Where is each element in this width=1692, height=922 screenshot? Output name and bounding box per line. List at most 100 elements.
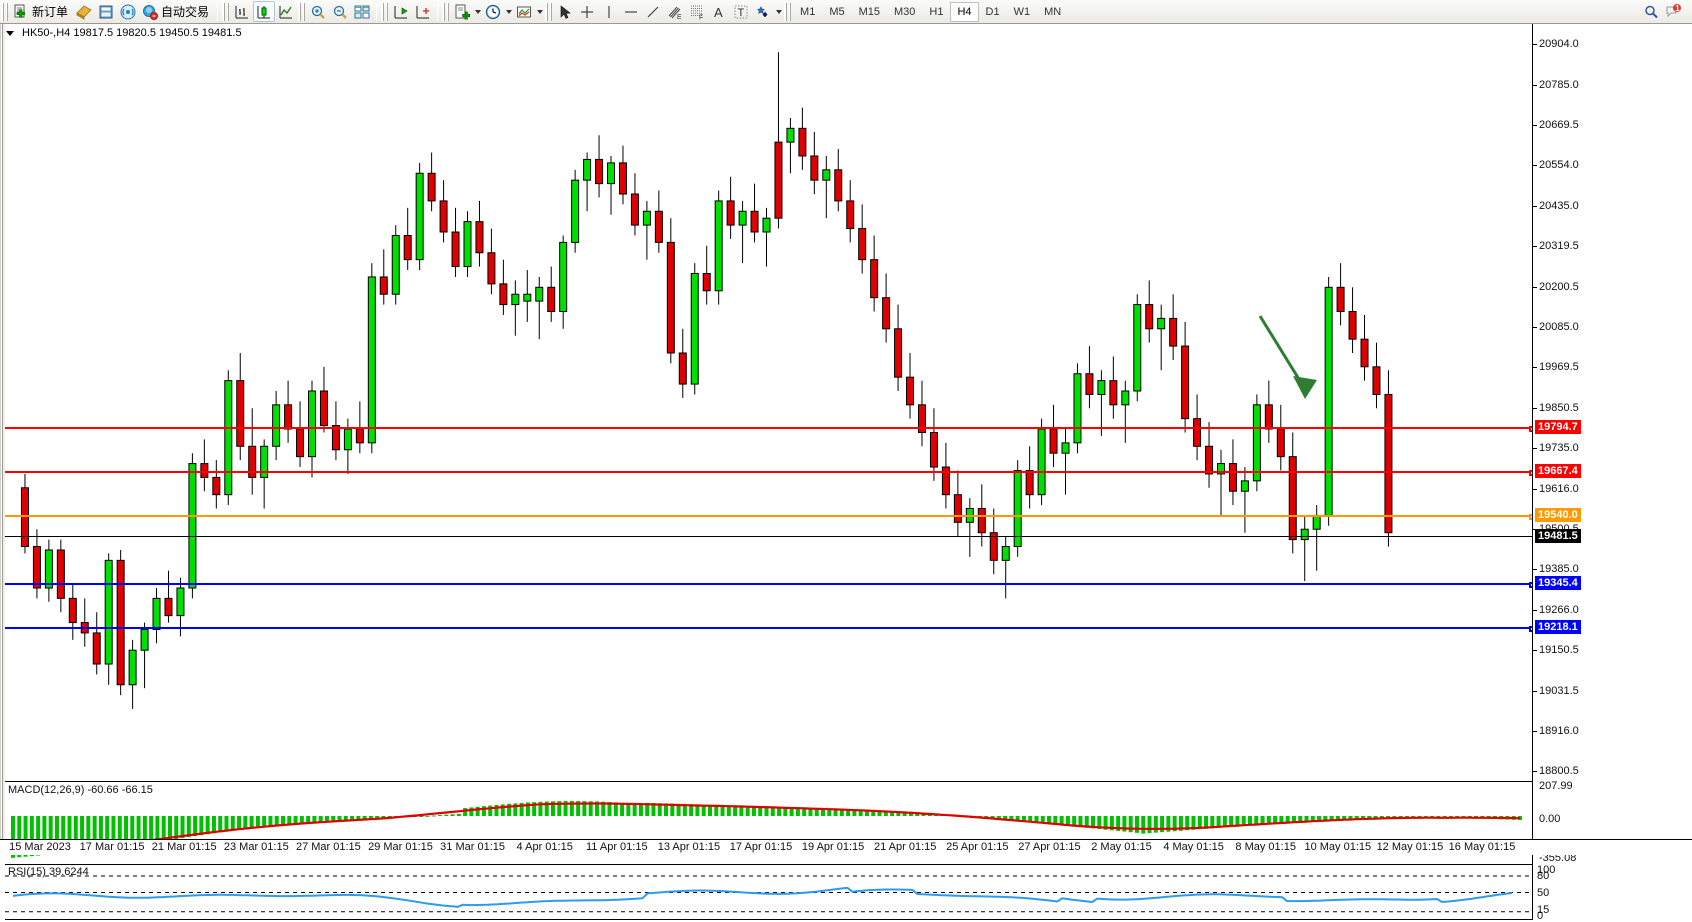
price-tag-pivot[interactable]: 19540.0 <box>1535 508 1581 523</box>
candle-body <box>128 649 137 686</box>
candlestick-chart-button[interactable] <box>253 1 276 22</box>
timeframe-m15-button[interactable]: M15 <box>858 5 880 18</box>
tile-windows-button[interactable] <box>351 1 373 22</box>
signals-button[interactable] <box>117 1 139 22</box>
time-axis[interactable]: 15 Mar 2023 17 Mar 01:15 21 Mar 01:15 23 Ma… <box>0 839 1692 855</box>
indicators-button[interactable] <box>513 1 535 22</box>
timeframe-w1-button[interactable]: W1 <box>1013 5 1031 18</box>
price-tag-support-2[interactable]: 19218.1 <box>1535 619 1581 634</box>
price-tag-support-1[interactable]: 19345.4 <box>1535 575 1581 590</box>
candle-body <box>116 559 125 686</box>
chart-window[interactable]: HK50-,H4 19817.5 19820.5 19450.5 19481.5… <box>0 24 1692 922</box>
period-dropdown-arrow-icon[interactable] <box>504 3 513 21</box>
timeframe-mn-button[interactable]: MN <box>1044 5 1062 18</box>
price-line-resistance-2[interactable] <box>5 470 1532 477</box>
timeframe-h4-button[interactable]: H4 <box>950 1 979 22</box>
candle-body <box>870 259 879 299</box>
price-tick-label: 20785.0 <box>1539 79 1579 92</box>
rsi-pane[interactable]: RSI(15) 39.6244 <box>5 865 1532 920</box>
price-tick <box>1533 650 1537 652</box>
text-label-button[interactable]: T <box>730 1 752 22</box>
candle-body <box>415 172 424 261</box>
text-button[interactable]: A <box>708 1 730 22</box>
bar-chart-button[interactable] <box>231 1 253 22</box>
candle-body <box>308 390 317 458</box>
price-line-support-2[interactable] <box>5 625 1532 632</box>
macd-histogram-bar <box>1015 816 1020 821</box>
notifications-button[interactable]: 1 <box>1662 1 1684 22</box>
new-chart-dropdown-arrow-icon[interactable] <box>473 3 482 21</box>
price-tag-resistance-1[interactable]: 19794.7 <box>1535 420 1581 435</box>
price-axis[interactable]: 20904.0 20785.0 20669.5 20554.0 20435.0 20319… <box>1532 24 1692 781</box>
price-line-handle[interactable] <box>1529 514 1532 521</box>
equidistant-channel-button[interactable]: E <box>664 1 686 22</box>
price-line-support-1[interactable] <box>5 581 1532 588</box>
price-tag-current[interactable]: 19481.5 <box>1535 528 1581 543</box>
price-tick <box>1533 44 1537 45</box>
search-button[interactable] <box>1640 1 1662 22</box>
candle-body <box>738 210 747 226</box>
toolbar-grip-tools[interactable] <box>545 2 553 21</box>
shapes-dropdown-arrow-icon[interactable] <box>774 3 783 21</box>
vertical-line-button[interactable] <box>598 1 620 22</box>
macd-histogram-bar <box>858 809 863 816</box>
macd-histogram-bar <box>657 803 662 816</box>
toolbar-grip-timeframes[interactable] <box>784 2 792 21</box>
toolbar-grip-charttype[interactable] <box>222 2 230 21</box>
crosshair-button[interactable] <box>576 1 598 22</box>
macd-histogram-bar <box>1247 816 1252 826</box>
zoom-in-button[interactable] <box>307 1 329 22</box>
candle-body <box>1061 442 1070 454</box>
time-tick-label: 27 Mar 01:15 <box>295 841 361 853</box>
navigator-button[interactable] <box>95 1 117 22</box>
chart-shift-button[interactable] <box>390 1 412 22</box>
timeframe-d1-button[interactable]: D1 <box>985 5 1000 18</box>
candle-body <box>44 549 53 589</box>
trendline-button[interactable] <box>642 1 664 22</box>
price-line-current[interactable] <box>5 535 1532 537</box>
fibonacci-button[interactable]: F <box>686 1 708 22</box>
autotrading-button[interactable]: 自动交易 <box>139 1 214 22</box>
cursor-button[interactable] <box>554 1 576 22</box>
toolbar-grip-shift[interactable] <box>381 2 389 21</box>
timeframe-m30-button[interactable]: M30 <box>894 5 916 18</box>
price-line-handle[interactable] <box>1529 426 1532 433</box>
timeframe-m1-button[interactable]: M1 <box>800 5 816 18</box>
trend-arrow-annotation[interactable] <box>5 24 1532 781</box>
left-scroll-rail[interactable] <box>0 24 5 855</box>
price-line-handle[interactable] <box>1529 470 1532 477</box>
zoom-out-button[interactable] <box>329 1 351 22</box>
timeframe-m5-button[interactable]: M5 <box>829 5 845 18</box>
indicators-dropdown-arrow-icon[interactable] <box>535 3 544 21</box>
price-line-handle[interactable] <box>1529 581 1532 588</box>
toolbar-grip-zoom[interactable] <box>298 2 306 21</box>
macd-histogram-bar <box>48 816 53 855</box>
price-line-handle[interactable] <box>1529 625 1532 632</box>
macd-histogram-bar <box>174 816 179 839</box>
shapes-button[interactable] <box>752 1 774 22</box>
period-button[interactable] <box>482 1 504 22</box>
toolbar-grip-insert[interactable] <box>442 2 450 21</box>
macd-histogram-bar <box>117 816 122 848</box>
macd-histogram-bar <box>707 804 712 816</box>
chevron-down-icon[interactable] <box>6 30 14 36</box>
line-chart-button[interactable] <box>275 1 297 22</box>
price-plot[interactable] <box>5 24 1532 781</box>
new-chart-button[interactable] <box>451 1 473 22</box>
macd-histogram-bar <box>11 816 15 858</box>
chart-symbol-bar[interactable]: HK50-,H4 19817.5 19820.5 19450.5 19481.5 <box>6 26 242 40</box>
chart-autoscroll-button[interactable] <box>412 1 434 22</box>
new-order-button[interactable]: 新订单 <box>10 1 73 22</box>
price-line-resistance-1[interactable] <box>5 426 1532 433</box>
timeframe-h1-button[interactable]: H1 <box>929 5 944 18</box>
macd-histogram-bar <box>1040 816 1045 824</box>
macd-histogram-bar <box>1367 816 1372 819</box>
price-tag-resistance-2[interactable]: 19667.4 <box>1535 464 1581 479</box>
rsi-line <box>12 886 1513 908</box>
toolbar-grip-orders[interactable] <box>1 2 8 21</box>
time-tick-label: 10 May 01:15 <box>1304 841 1372 853</box>
price-line-pivot[interactable] <box>5 514 1532 521</box>
horizontal-line-button[interactable] <box>620 1 642 22</box>
metaeditor-button[interactable] <box>73 1 95 22</box>
candle-body <box>535 286 544 302</box>
